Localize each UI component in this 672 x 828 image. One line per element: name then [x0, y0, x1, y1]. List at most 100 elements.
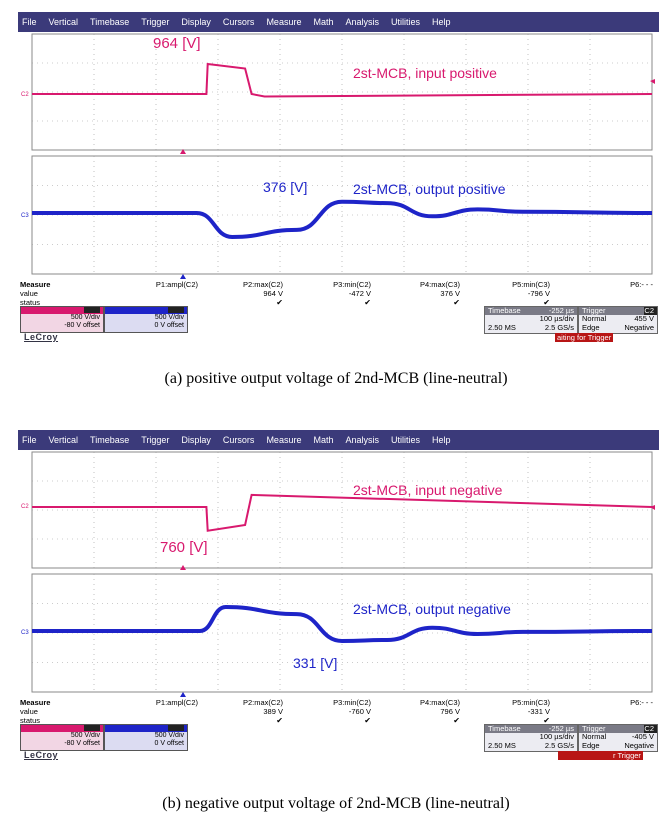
trace-label-top: 2st-MCB, input positive: [353, 65, 497, 81]
ch2-marker: C2: [21, 92, 29, 98]
measure-value-label: value: [20, 289, 38, 298]
measure-p5[interactable]: P5:min(C3) -796 V ✔: [480, 280, 550, 307]
measure-p3[interactable]: P3:min(C2) -472 V ✔: [301, 280, 371, 307]
measure-p5[interactable]: P5:min(C3) -331 V ✔: [480, 698, 550, 725]
menu-file[interactable]: File: [22, 435, 37, 445]
measure-p6-name: P6:- - -: [630, 698, 653, 707]
waveform-svg: C2 C3 760 [V] 2st-MCB, input negative 33…: [21, 451, 655, 697]
ch3-setting-box[interactable]: 500 V/div 0 V offset: [104, 724, 188, 751]
status-check-icon: ✔: [453, 298, 460, 307]
measure-p4-name: P4:max(C3): [419, 280, 460, 289]
menu-display[interactable]: Display: [181, 435, 211, 445]
trigger-channel: C2: [644, 307, 657, 315]
menu-trigger[interactable]: Trigger: [141, 435, 170, 445]
trigger-status: aiting for Trigger: [555, 333, 614, 342]
menu-cursors[interactable]: Cursors: [222, 435, 255, 445]
peak-annotation-bottom: 331 [V]: [293, 655, 337, 671]
measure-p6-name: P6:- - -: [630, 280, 653, 289]
trigger-level: -405 V: [631, 732, 654, 741]
trigger-mode: Normal: [582, 314, 607, 323]
menu-measure[interactable]: Measure: [266, 17, 302, 27]
status-check-icon: ✔: [276, 298, 283, 307]
menu-utilities[interactable]: Utilities: [390, 17, 420, 27]
menu-math[interactable]: Math: [313, 435, 334, 445]
measure-p3-value: -760 V: [348, 707, 371, 716]
menu-help[interactable]: Help: [432, 17, 451, 27]
trace-label-bottom: 2st-MCB, output positive: [353, 181, 506, 197]
timebase-samples: 2.50 MS: [488, 740, 516, 750]
menu-utilities[interactable]: Utilities: [390, 435, 420, 445]
menu-cursors[interactable]: Cursors: [222, 17, 255, 27]
menu-timebase[interactable]: Timebase: [90, 17, 130, 27]
scope-panel-a: File Vertical Timebase Trigger Display C…: [18, 0, 659, 354]
ch3-offset: 0 V offset: [154, 740, 184, 747]
ch2-offset: -80 V offset: [64, 740, 100, 747]
menu-display[interactable]: Display: [181, 17, 211, 27]
peak-annotation-top: 760 [V]: [160, 539, 208, 556]
figure-caption-a: (a) positive output voltage of 2nd-MCB (…: [164, 370, 508, 387]
measure-status-label: status: [20, 716, 41, 725]
ch2-trace: [32, 62, 653, 98]
timebase-rate: 2.5 GS/s: [544, 740, 574, 750]
measure-p1[interactable]: P1:ampl(C2): [128, 280, 198, 289]
measure-p4[interactable]: P4:max(C3) 796 V ✔: [390, 698, 460, 725]
measure-p2-value: 964 V: [263, 289, 283, 298]
trigger-box[interactable]: Trigger C2 Normal -405 V Edge Negative: [578, 724, 658, 752]
measure-p2-name: P2:max(C2): [242, 698, 283, 707]
trigger-box[interactable]: Trigger C2 Normal 455 V Edge Negative: [578, 306, 658, 334]
figure-caption-b: (b) negative output voltage of 2nd-MCB (…: [162, 795, 510, 812]
waveform-display[interactable]: C2 C3 760 [V] 2st-MCB, input negative 33…: [18, 450, 659, 698]
peak-annotation-bottom: 376 [V]: [263, 179, 307, 195]
menu-vertical[interactable]: Vertical: [48, 435, 79, 445]
menu-trigger[interactable]: Trigger: [141, 17, 170, 27]
trigger-level-arrow[interactable]: [650, 505, 655, 510]
ch3-setting-box[interactable]: 500 V/div 0 V offset: [104, 306, 188, 333]
waveform-display[interactable]: C2 C3 964 [V] 2st-MCB, input positive 37…: [18, 32, 659, 280]
status-check-icon: ✔: [453, 716, 460, 725]
trigger-delay-marker[interactable]: [180, 692, 186, 697]
menu-vertical[interactable]: Vertical: [48, 17, 79, 27]
measure-p4-name: P4:max(C3): [419, 698, 460, 707]
waveform-svg: C2 C3 964 [V] 2st-MCB, input positive 37…: [21, 33, 655, 279]
menu-measure[interactable]: Measure: [266, 435, 302, 445]
timebase-box[interactable]: Timebase -252 µs 100 µs/div 2.50 MS 2.5 GS…: [484, 306, 578, 334]
timebase-samples: 2.50 MS: [488, 322, 516, 332]
status-check-icon: ✔: [364, 716, 371, 725]
ch3-vdiv: 500 V/div: [154, 732, 184, 739]
measure-p2-value: 389 V: [263, 707, 283, 716]
measure-p4[interactable]: P4:max(C3) 376 V ✔: [390, 280, 460, 307]
trigger-status: r Trigger: [558, 751, 643, 760]
ch3-marker: C3: [21, 630, 29, 636]
measure-p6[interactable]: P6:- - -: [583, 280, 653, 289]
measure-p2[interactable]: P2:max(C2) 389 V ✔: [213, 698, 283, 725]
menu-analysis[interactable]: Analysis: [345, 435, 379, 445]
trigger-position-marker[interactable]: [180, 565, 186, 570]
ch2-marker: C2: [21, 504, 29, 510]
measure-p2[interactable]: P2:max(C2) 964 V ✔: [213, 280, 283, 307]
measure-p3-value: -472 V: [348, 289, 371, 298]
timebase-title: Timebase: [488, 724, 521, 733]
menu-timebase[interactable]: Timebase: [90, 435, 130, 445]
measure-p3[interactable]: P3:min(C2) -760 V ✔: [301, 698, 371, 725]
menu-analysis[interactable]: Analysis: [345, 17, 379, 27]
measure-p1-name: P1:ampl(C2): [155, 698, 198, 707]
measurement-bar: Measure value status P1:ampl(C2) P2:max(…: [18, 278, 659, 342]
menu-bar: File Vertical Timebase Trigger Display C…: [18, 430, 659, 450]
timebase-title: Timebase: [488, 306, 521, 315]
trigger-level-arrow[interactable]: [650, 79, 655, 84]
trace-label-bottom: 2st-MCB, output negative: [353, 601, 511, 617]
menu-math[interactable]: Math: [313, 17, 334, 27]
menu-file[interactable]: File: [22, 17, 37, 27]
ch2-setting-box[interactable]: 500 V/div -80 V offset: [20, 306, 104, 333]
measure-p6[interactable]: P6:- - -: [583, 698, 653, 707]
trigger-delay-marker[interactable]: [180, 274, 186, 279]
status-check-icon: ✔: [276, 716, 283, 725]
trigger-position-marker[interactable]: [180, 149, 186, 154]
menu-help[interactable]: Help: [432, 435, 451, 445]
timebase-tdiv: 100 µs/div: [539, 732, 574, 741]
measure-p4-value: 376 V: [440, 289, 460, 298]
measure-p1[interactable]: P1:ampl(C2): [128, 698, 198, 707]
ch2-setting-box[interactable]: 500 V/div -80 V offset: [20, 724, 104, 751]
timebase-box[interactable]: Timebase -252 µs 100 µs/div 2.50 MS 2.5 GS…: [484, 724, 578, 752]
timebase-delay: -252 µs: [548, 724, 574, 733]
